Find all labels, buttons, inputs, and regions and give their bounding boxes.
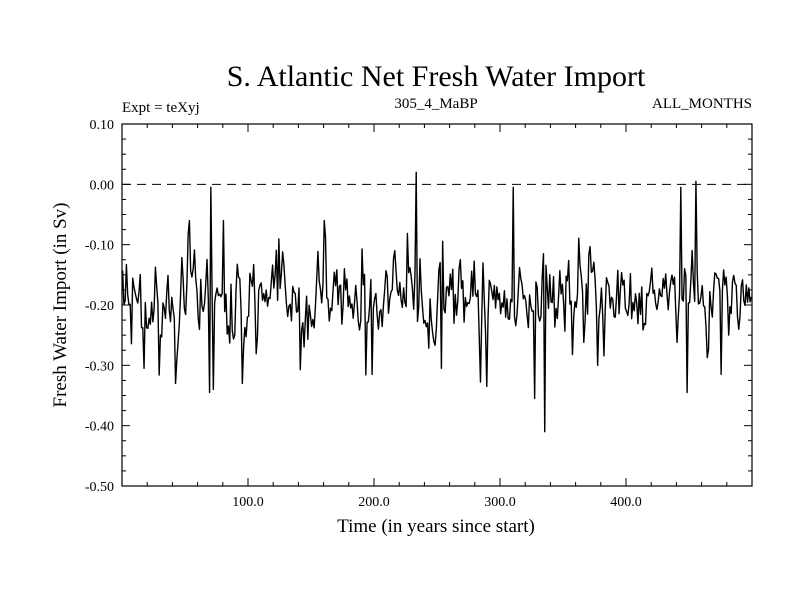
x-tick-label: 400.0 [610, 495, 642, 510]
subtitle-run: 305_4_MaBP [394, 96, 477, 112]
y-tick-label: 0.00 [90, 178, 115, 193]
x-tick-label: 100.0 [232, 495, 264, 510]
series-line [121, 171, 753, 433]
y-tick-label: 0.10 [90, 118, 115, 133]
y-tick-label: -0.30 [85, 359, 114, 374]
y-axis-label: Fresh Water Import (in Sv) [50, 203, 71, 408]
y-tick-label: -0.10 [85, 239, 114, 254]
chart-title: S. Atlantic Net Fresh Water Import [227, 60, 646, 93]
y-tick-label: -0.20 [85, 299, 114, 314]
x-axis-label: Time (in years since start) [337, 516, 535, 537]
subtitle-experiment: Expt = teXyj [122, 100, 200, 116]
x-tick-label: 300.0 [484, 495, 516, 510]
x-axis: 100.0 200.0 300.0 400.0 [146, 124, 728, 510]
subtitle-months: ALL_MONTHS [652, 96, 752, 112]
y-tick-label: -0.40 [85, 420, 114, 435]
y-tick-label: -0.50 [85, 480, 114, 495]
x-tick-label: 200.0 [358, 495, 390, 510]
y-axis: 0.10 0.00 -0.10 -0.20 -0.30 -0.40 -0.50 [85, 118, 752, 495]
